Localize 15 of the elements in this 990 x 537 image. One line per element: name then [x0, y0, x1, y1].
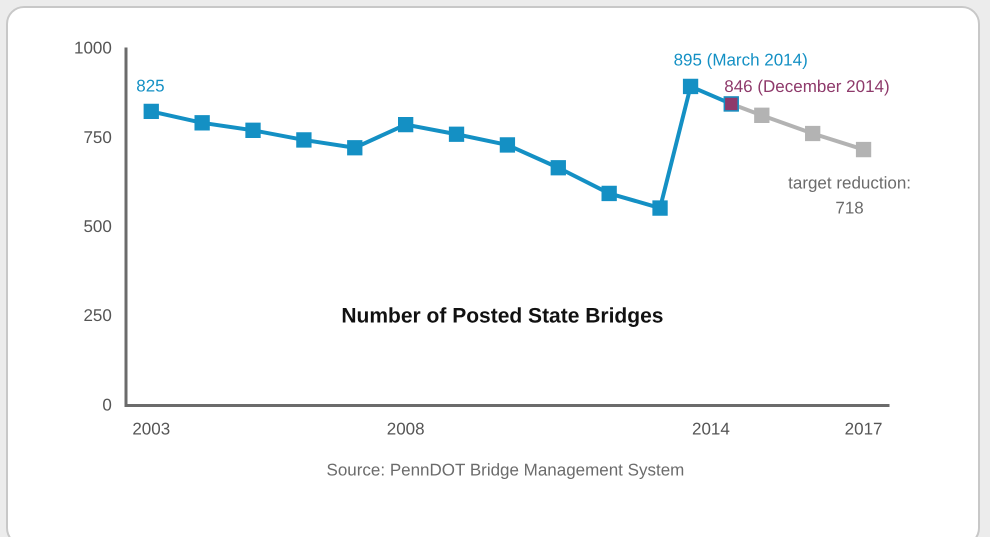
x-tick-label: 2017 — [844, 419, 882, 438]
y-tick-label: 500 — [83, 216, 112, 236]
y-tick-label: 1000 — [74, 38, 112, 58]
annotation: target reduction: 718 — [788, 174, 911, 218]
x-tick-label: 2008 — [386, 419, 425, 438]
text: Number of Posted State Bridges — [341, 304, 664, 328]
y-tick-label: 0 — [102, 395, 112, 414]
source-note: Source: PennDOT Bridge Management System — [326, 460, 684, 480]
annotation: 895 (March 2014) — [674, 50, 808, 70]
annotation: 825 — [136, 76, 165, 96]
x-tick-label: 2003 — [132, 419, 170, 438]
annotation: 846 (December 2014) — [724, 76, 890, 96]
x-tick-label: 2014 — [692, 419, 730, 438]
y-tick-label: 250 — [83, 306, 112, 326]
y-tick-label: 750 — [83, 128, 112, 147]
